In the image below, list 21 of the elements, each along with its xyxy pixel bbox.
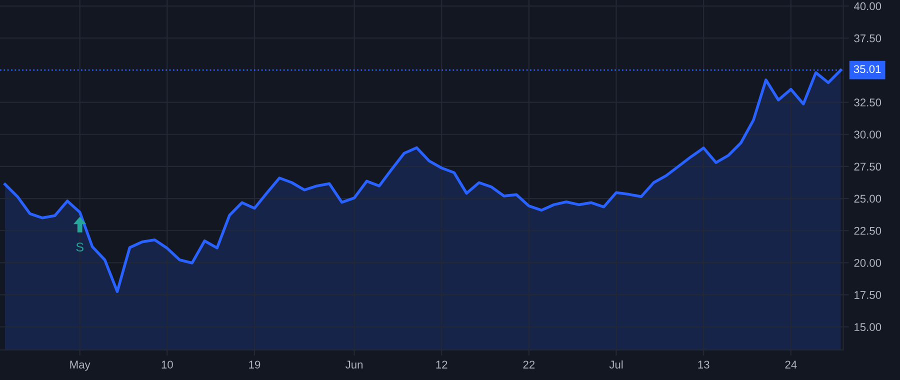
x-tick-label: Jul: [609, 360, 623, 369]
y-tick-label: 32.50: [854, 98, 882, 106]
y-tick-label: 25.00: [854, 194, 882, 203]
x-tick-label: 10: [162, 360, 173, 369]
x-tick-label: Jun: [346, 360, 363, 369]
y-tick-label: 30.00: [854, 130, 882, 139]
x-tick-label: 22: [523, 360, 535, 368]
y-tick-label: 27.50: [854, 162, 882, 171]
ref-line-label: 35.01: [854, 65, 881, 74]
x-tick-label: May: [70, 360, 90, 371]
annotation: S: [76, 242, 84, 252]
y-tick-label: 20.00: [854, 258, 882, 267]
y-tick-label: 40.00: [854, 2, 882, 10]
y-tick-label: 22.50: [854, 226, 882, 235]
x-tick-label: 12: [436, 360, 448, 368]
y-tick-label: 17.50: [854, 291, 882, 299]
x-tick-label: 13: [698, 360, 710, 369]
x-tick-label: 24: [785, 360, 797, 368]
y-tick-label: 37.50: [854, 34, 882, 42]
y-tick-label: 15.00: [854, 323, 882, 332]
x-tick-label: 19: [249, 360, 260, 369]
